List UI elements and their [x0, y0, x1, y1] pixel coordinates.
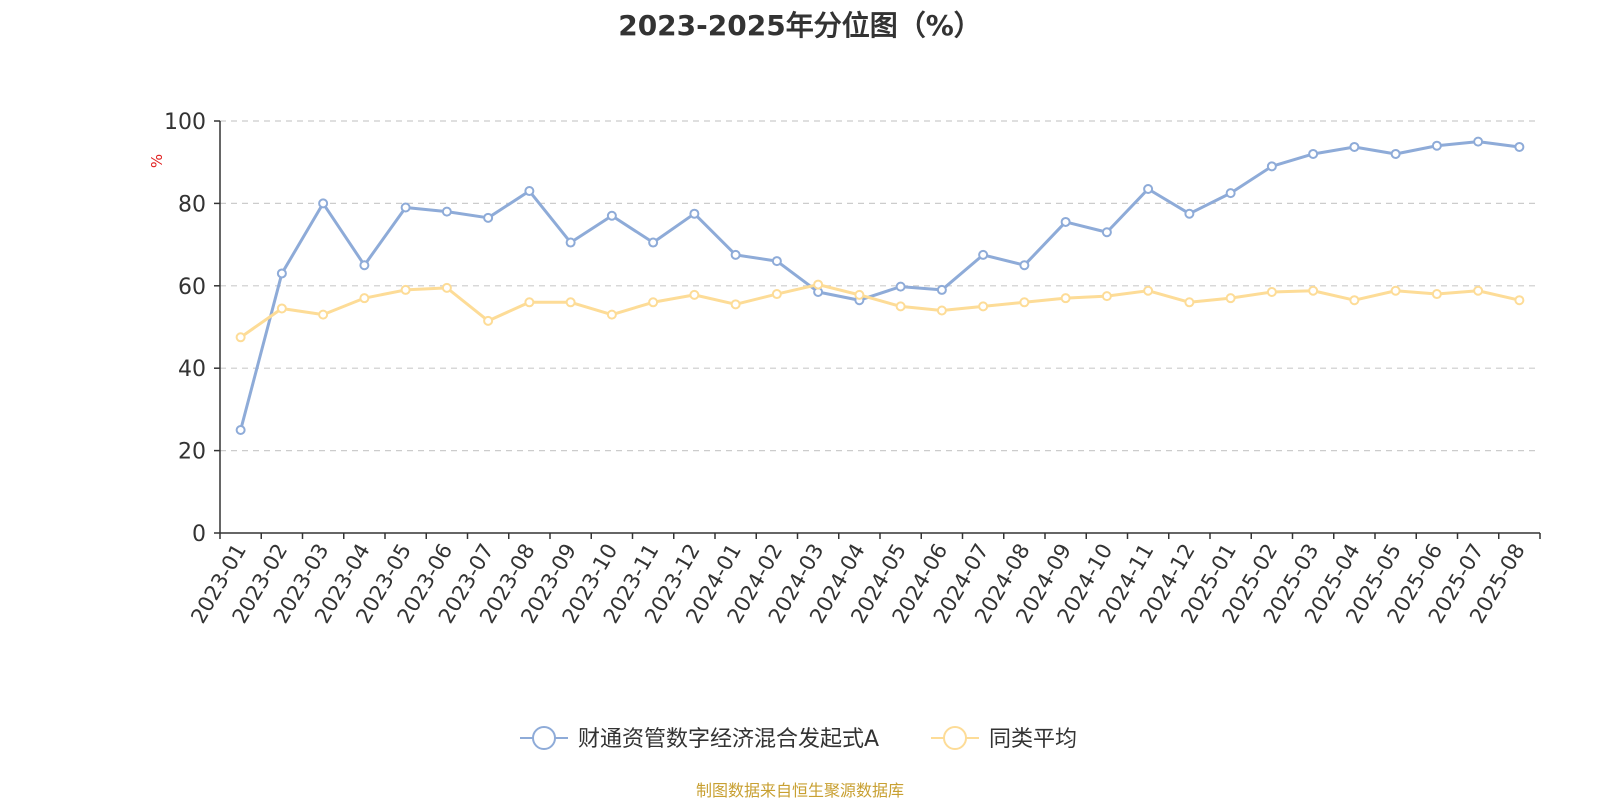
data-point[interactable] — [771, 289, 782, 300]
legend-label: 同类平均 — [989, 727, 1077, 752]
legend-label: 财通资管数字经济混合发起式A — [578, 727, 879, 752]
data-point[interactable] — [1019, 260, 1030, 271]
data-point[interactable] — [1184, 297, 1195, 308]
data-point[interactable] — [400, 284, 411, 295]
data-point[interactable] — [1060, 216, 1071, 227]
data-point[interactable] — [235, 425, 246, 435]
data-point[interactable] — [1308, 285, 1319, 296]
data-point[interactable] — [400, 202, 411, 213]
series-line-0[interactable] — [239, 140, 1520, 431]
data-point[interactable] — [1514, 295, 1525, 306]
y-tick-label: 100 — [164, 110, 206, 135]
data-point[interactable] — [730, 249, 741, 260]
data-point[interactable] — [1514, 141, 1525, 152]
data-point[interactable] — [730, 299, 741, 310]
data-point[interactable] — [606, 210, 617, 221]
y-tick-label: 0 — [192, 522, 206, 547]
data-point[interactable] — [1060, 293, 1071, 304]
data-point[interactable] — [1349, 295, 1360, 306]
data-point[interactable] — [565, 297, 576, 308]
data-point[interactable] — [813, 279, 824, 290]
data-point[interactable] — [1266, 161, 1277, 172]
y-tick-label: 80 — [178, 192, 206, 217]
data-point[interactable] — [648, 297, 659, 308]
data-point[interactable] — [978, 301, 989, 312]
data-point[interactable] — [276, 268, 287, 279]
data-point[interactable] — [1431, 140, 1442, 151]
data-point[interactable] — [689, 208, 700, 219]
data-point[interactable] — [1143, 183, 1154, 194]
data-point[interactable] — [483, 212, 494, 223]
data-point[interactable] — [936, 284, 947, 295]
data-point[interactable] — [771, 256, 782, 267]
data-point[interactable] — [524, 297, 535, 308]
data-point[interactable] — [1473, 285, 1484, 296]
data-point[interactable] — [441, 282, 452, 293]
data-point[interactable] — [1225, 188, 1236, 199]
legend-marker — [943, 726, 967, 750]
chart-title: 2023-2025年分位图（%） — [618, 9, 982, 42]
data-point[interactable] — [1143, 285, 1154, 296]
data-point[interactable] — [606, 309, 617, 320]
data-point[interactable] — [318, 198, 329, 209]
data-point[interactable] — [1349, 141, 1360, 152]
data-point[interactable] — [648, 237, 659, 248]
data-point[interactable] — [1473, 136, 1484, 147]
grid-lines — [220, 120, 1540, 452]
data-point[interactable] — [895, 301, 906, 312]
data-point[interactable] — [854, 289, 865, 300]
source-note: 制图数据来自恒生聚源数据库 — [695, 781, 904, 800]
data-point[interactable] — [1225, 293, 1236, 304]
data-point[interactable] — [441, 206, 452, 217]
data-point[interactable] — [1390, 285, 1401, 296]
legend-item-1[interactable]: 同类平均 — [931, 726, 1077, 752]
data-point[interactable] — [318, 309, 329, 320]
data-point[interactable] — [359, 260, 370, 271]
series-layer — [235, 136, 1525, 435]
data-point[interactable] — [565, 237, 576, 248]
data-point[interactable] — [689, 289, 700, 300]
data-point[interactable] — [524, 186, 535, 197]
y-tick-label: 20 — [178, 440, 206, 465]
data-point[interactable] — [359, 293, 370, 304]
data-point[interactable] — [1308, 148, 1319, 159]
data-point[interactable] — [483, 315, 494, 326]
data-point[interactable] — [895, 281, 906, 292]
legend-marker — [532, 726, 556, 750]
data-point[interactable] — [1431, 289, 1442, 300]
y-axis-label: % — [148, 154, 166, 168]
data-point[interactable] — [235, 332, 246, 343]
data-point[interactable] — [1101, 227, 1112, 238]
data-point[interactable] — [1184, 208, 1195, 219]
data-point[interactable] — [1390, 148, 1401, 159]
data-point[interactable] — [1019, 297, 1030, 308]
data-point[interactable] — [276, 303, 287, 314]
data-point[interactable] — [1266, 286, 1277, 297]
data-point[interactable] — [936, 305, 947, 316]
legend-item-0[interactable]: 财通资管数字经济混合发起式A — [520, 726, 879, 752]
y-tick-label: 60 — [178, 275, 206, 300]
y-tick-label: 40 — [178, 357, 206, 382]
series-line-1[interactable] — [239, 283, 1520, 339]
legend[interactable]: 财通资管数字经济混合发起式A 同类平均 — [520, 726, 1077, 752]
data-point[interactable] — [978, 249, 989, 260]
data-point[interactable] — [1101, 291, 1112, 302]
